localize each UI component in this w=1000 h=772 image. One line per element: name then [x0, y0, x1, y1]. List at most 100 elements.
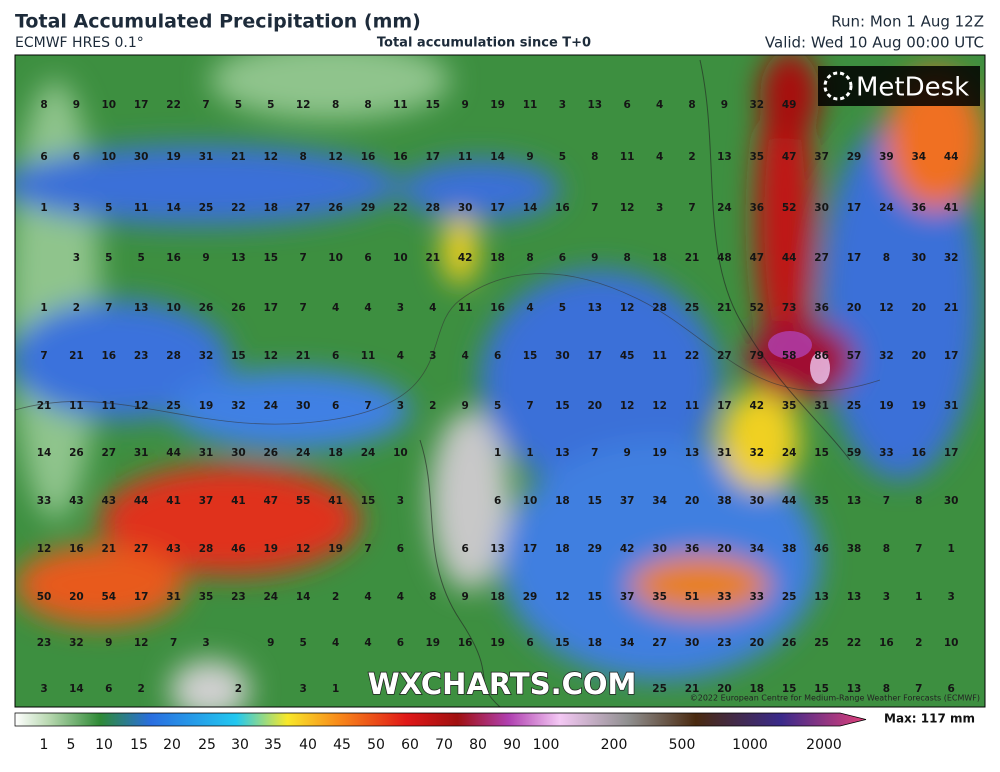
grid-value: 25: [782, 591, 797, 603]
grid-value: 3: [429, 350, 436, 362]
grid-value: 3: [656, 202, 663, 214]
grid-value: 51: [685, 591, 700, 603]
grid-value: 8: [883, 252, 890, 264]
grid-value: 44: [782, 252, 797, 264]
grid-value: 30: [555, 350, 570, 362]
grid-value: 46: [814, 543, 829, 555]
grid-value: 21: [69, 350, 84, 362]
grid-value: 5: [559, 151, 566, 163]
grid-value: 43: [101, 495, 116, 507]
grid-value: 30: [911, 252, 926, 264]
grid-value: 30: [458, 202, 473, 214]
colorbar-label: 70: [435, 737, 453, 753]
grid-value: 11: [685, 400, 700, 412]
grid-value: 9: [526, 151, 533, 163]
grid-value: 44: [782, 495, 797, 507]
grid-value: 9: [462, 591, 469, 603]
grid-value: 9: [462, 400, 469, 412]
grid-value: 31: [717, 447, 732, 459]
grid-value: 12: [296, 543, 311, 555]
grid-value: 14: [490, 151, 505, 163]
copyright: ©2022 European Centre for Medium-Range W…: [690, 694, 980, 703]
grid-value: 43: [166, 543, 181, 555]
grid-value: 28: [166, 350, 181, 362]
grid-value: 8: [40, 99, 47, 111]
grid-value: 21: [944, 302, 959, 314]
grid-value: 1: [915, 591, 922, 603]
grid-value: 4: [397, 350, 404, 362]
grid-value: 11: [652, 350, 667, 362]
grid-value: 8: [429, 591, 436, 603]
title: Total Accumulated Precipitation (mm): [15, 11, 421, 33]
grid-value: 9: [73, 99, 80, 111]
grid-value: 17: [523, 543, 538, 555]
grid-value: 34: [749, 543, 764, 555]
grid-value: 7: [883, 495, 890, 507]
grid-value: 32: [69, 637, 84, 649]
grid-value: 38: [782, 543, 797, 555]
grid-value: 41: [944, 202, 959, 214]
grid-value: 47: [782, 151, 797, 163]
grid-value: 49: [782, 99, 797, 111]
grid-value: 36: [814, 302, 829, 314]
grid-value: 14: [37, 447, 52, 459]
grid-value: 17: [944, 350, 959, 362]
grid-value: 11: [458, 151, 473, 163]
grid-value: 22: [847, 637, 862, 649]
grid-value: 10: [328, 252, 343, 264]
grid-value: 14: [523, 202, 538, 214]
grid-value: 6: [559, 252, 566, 264]
grid-value: 7: [300, 302, 307, 314]
grid-value: 35: [814, 495, 829, 507]
grid-value: 21: [717, 302, 732, 314]
grid-value: 35: [199, 591, 214, 603]
grid-value: 26: [231, 302, 246, 314]
grid-value: 9: [591, 252, 598, 264]
grid-value: 19: [911, 400, 926, 412]
grid-value: 15: [263, 252, 278, 264]
grid-value: 6: [462, 543, 469, 555]
grid-value: 30: [749, 495, 764, 507]
grid-value: 34: [652, 495, 667, 507]
grid-value: 12: [37, 543, 52, 555]
grid-value: 33: [717, 591, 732, 603]
grid-value: 2: [915, 637, 922, 649]
grid-value: 12: [555, 591, 570, 603]
grid-value: 22: [231, 202, 246, 214]
colorbar-label: 40: [299, 737, 317, 753]
colorbar-labels: 1 5 10 15 20 25 30 35 40 45 50 60 70 80 90 100 200 500 100…: [40, 737, 842, 753]
grid-value: 58: [782, 350, 797, 362]
grid-value: 15: [231, 350, 246, 362]
grid-value: 10: [523, 495, 538, 507]
grid-value: 5: [105, 202, 112, 214]
grid-value: 7: [591, 447, 598, 459]
grid-value: 2: [138, 683, 145, 695]
grid-value: 33: [37, 495, 52, 507]
grid-value: 6: [332, 400, 339, 412]
grid-value: 17: [847, 202, 862, 214]
grid-value: 14: [69, 683, 84, 695]
grid-value: 12: [620, 302, 635, 314]
grid-value: 26: [328, 202, 343, 214]
grid-value: 19: [490, 99, 505, 111]
grid-value: 16: [879, 637, 894, 649]
grid-value: 42: [749, 400, 764, 412]
grid-value: 5: [494, 400, 501, 412]
grid-value: 6: [332, 350, 339, 362]
grid-value: 28: [425, 202, 440, 214]
grid-value: 15: [814, 683, 829, 695]
grid-value: 44: [134, 495, 149, 507]
grid-value: 10: [166, 302, 181, 314]
grid-value: 7: [364, 543, 371, 555]
grid-value: 37: [620, 591, 635, 603]
model: ECMWF HRES 0.1°: [15, 35, 144, 51]
colorbar-label: 1000: [732, 737, 768, 753]
grid-value: 9: [721, 99, 728, 111]
colorbar-label: 1: [40, 737, 49, 753]
grid-value: 26: [199, 302, 214, 314]
grid-value: 6: [397, 637, 404, 649]
grid-value: 16: [458, 637, 473, 649]
grid-value: 1: [948, 543, 955, 555]
grid-value: 4: [462, 350, 469, 362]
